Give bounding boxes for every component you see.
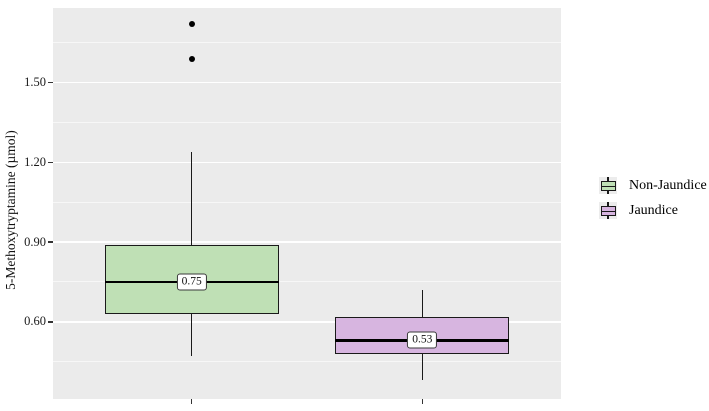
- y-tick-label: 1.20: [24, 154, 46, 169]
- y-tick-label: 0.60: [24, 314, 46, 329]
- y-tick-mark: [48, 81, 53, 84]
- major-gridline: [53, 81, 561, 84]
- minor-gridline: [53, 361, 561, 363]
- minor-gridline: [53, 281, 561, 283]
- minor-gridline: [53, 201, 561, 203]
- outlier-point-non-jaundice: [188, 20, 195, 27]
- major-gridline: [53, 241, 561, 243]
- x-tick-mark-non-jaundice: [190, 399, 193, 404]
- plot-panel: 0.75 0.53: [53, 8, 561, 399]
- major-gridline: [53, 161, 561, 164]
- legend-key-median: [601, 210, 615, 212]
- legend: Non-Jaundice Jaundice: [599, 177, 707, 227]
- minor-gridline: [53, 121, 561, 123]
- x-tick-mark-jaundice: [421, 399, 424, 404]
- legend-label-non-jaundice: Non-Jaundice: [629, 177, 707, 193]
- legend-key-box: [600, 180, 616, 191]
- y-tick-mark: [48, 241, 53, 243]
- legend-key-median: [601, 185, 615, 187]
- legend-key-boxplot-icon: [599, 202, 617, 219]
- y-axis-title: 5-Methoxytryptamine (µmol): [3, 130, 18, 290]
- y-tick-mark: [48, 321, 53, 323]
- y-tick-mark: [48, 161, 53, 164]
- outlier-point-non-jaundice: [188, 55, 195, 62]
- median-value-label-jaundice: 0.53: [407, 331, 438, 349]
- legend-item-jaundice: Jaundice: [599, 202, 707, 219]
- legend-label-jaundice: Jaundice: [629, 202, 678, 218]
- legend-key-boxplot-icon: [599, 177, 617, 194]
- major-gridline: [53, 321, 561, 323]
- median-value-label-non-jaundice: 0.75: [176, 273, 207, 291]
- y-tick-label: 1.50: [24, 74, 46, 89]
- legend-key-box: [600, 205, 616, 216]
- legend-item-non-jaundice: Non-Jaundice: [599, 177, 707, 194]
- y-tick-label: 0.90: [24, 234, 46, 249]
- box-non-jaundice: [104, 244, 279, 314]
- minor-gridline: [53, 42, 561, 44]
